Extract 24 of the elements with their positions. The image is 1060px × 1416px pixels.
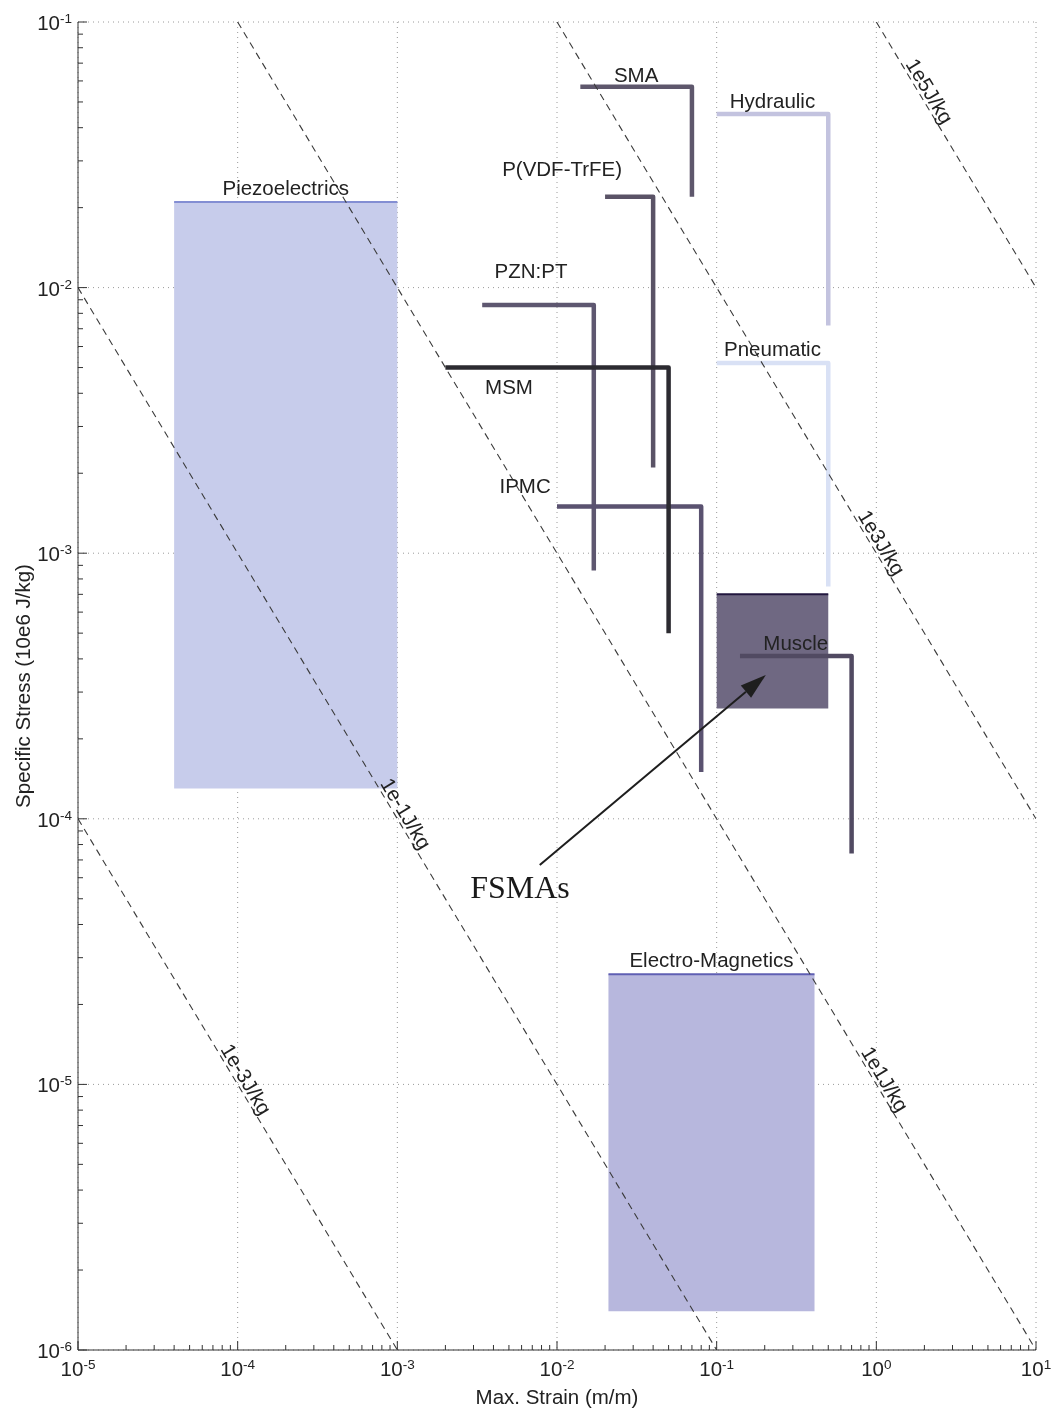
x-tick-label: 10$^{-3}$ [379,1356,415,1380]
y-tick-label: 10$^{-3}$ [37,541,72,566]
x-tick-label: 10$^{-4}$ [220,1356,256,1380]
y-tick-label: 10$^{-1}$ [37,10,72,34]
x-tick-label: 10$^{-2}$ [539,1356,575,1380]
series-label: PZN:PT [494,259,568,282]
series-label: Piezoelectrics [222,176,349,200]
series-label: SMA [613,62,659,86]
series-label: Pneumatic [724,337,821,361]
series-label: Hydraulic [729,89,816,113]
y-tick-label: 10$^{-2}$ [37,276,72,300]
series-label: P(VDF-TrFE) [502,156,623,180]
series-label: Muscle [763,631,829,655]
y-axis-title: Specific Stress (10e6 J/kg) [11,564,34,808]
series-label: Electro-Magnetics [629,948,794,972]
x-axis-title: Max. Strain (m/m) [475,1385,639,1408]
x-tick-label: 10$^{1}$ [1020,1356,1052,1380]
series-label: IPMC [499,474,551,498]
y-tick-label: 10$^{-5}$ [37,1072,72,1097]
series-label: MSM [485,374,533,398]
x-tick-label: 10$^{0}$ [861,1356,892,1380]
y-tick-label: 10$^{-4}$ [37,807,73,831]
x-tick-label: 10$^{-1}$ [699,1356,735,1380]
annotation: FSMAs [470,868,570,905]
